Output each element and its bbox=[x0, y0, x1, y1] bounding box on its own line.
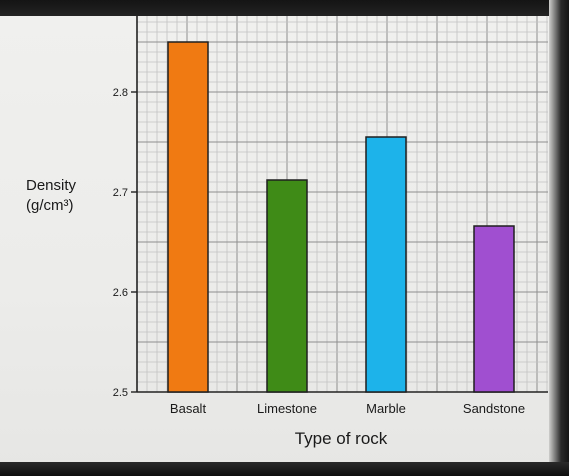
y-axis-label: Density (g/cm³) bbox=[26, 176, 116, 216]
monitor-top-bezel bbox=[0, 0, 569, 16]
bar-limestone bbox=[266, 179, 308, 393]
y-axis-label-line2: (g/cm³) bbox=[26, 197, 74, 214]
chart-bars bbox=[167, 41, 515, 393]
y-tick-label: 2.7 bbox=[113, 187, 128, 199]
x-tick-label: Sandstone bbox=[463, 401, 525, 416]
bar-marble bbox=[365, 136, 407, 393]
y-axis-label-line1: Density bbox=[26, 177, 77, 194]
x-tick-labels: Basalt Limestone Marble Sandstone bbox=[170, 401, 525, 416]
x-axis-label: Type of rock bbox=[294, 429, 388, 448]
monitor-bottom-bezel bbox=[0, 462, 569, 476]
y-tick-label: 2.8 bbox=[113, 87, 128, 99]
x-tick-label: Basalt bbox=[170, 401, 207, 416]
x-tick-label: Limestone bbox=[257, 401, 317, 416]
y-tick-label: 2.5 bbox=[113, 387, 128, 399]
monitor-right-bezel bbox=[549, 0, 569, 476]
x-tick-label: Marble bbox=[366, 401, 406, 416]
bar-sandstone bbox=[473, 225, 515, 393]
y-tick-labels: 2.5 2.6 2.7 2.8 bbox=[113, 87, 128, 399]
y-tick-label: 2.6 bbox=[113, 287, 128, 299]
bar-basalt bbox=[167, 41, 209, 393]
